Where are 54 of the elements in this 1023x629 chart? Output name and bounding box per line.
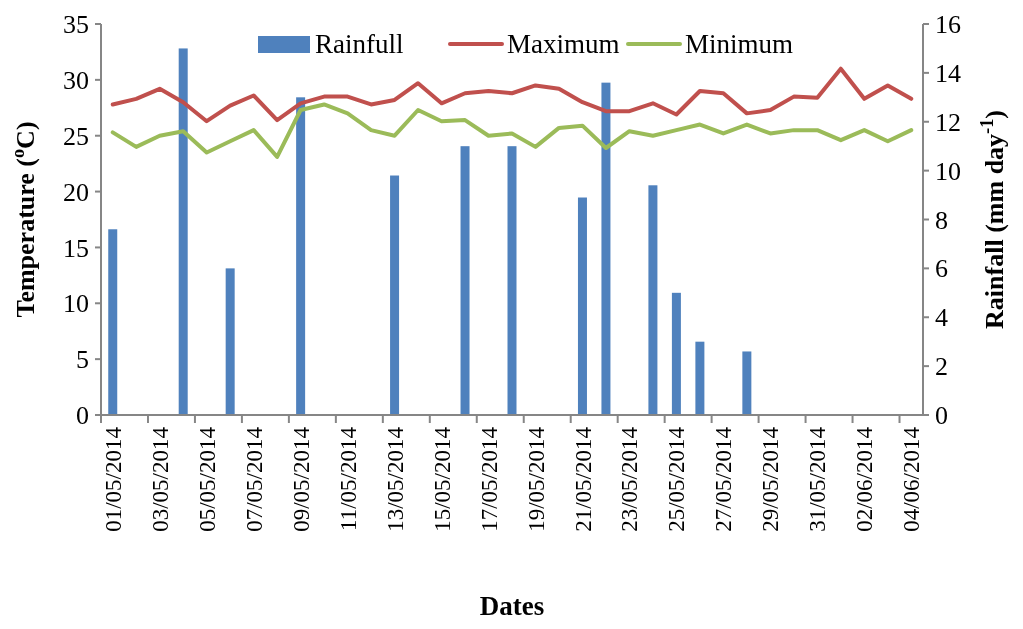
line-series	[110, 66, 914, 124]
x-tick-label: 13/05/2014	[382, 426, 408, 532]
y2-tick-label: 16	[935, 10, 961, 40]
x-tick-label: 09/05/2014	[288, 426, 314, 532]
x-tick-label: 01/05/2014	[100, 426, 126, 532]
bar	[671, 292, 681, 415]
y-tick-label: 15	[63, 233, 89, 263]
x-tick-label: 27/05/2014	[711, 426, 737, 532]
x-tick-label: 29/05/2014	[758, 426, 784, 532]
legend-label: Maximum	[507, 29, 620, 59]
x-tick-label: 02/06/2014	[852, 426, 878, 532]
x-tick-label: 03/05/2014	[147, 426, 173, 532]
bar	[460, 146, 470, 415]
bar	[178, 48, 188, 415]
x-axis-title: Dates	[479, 591, 545, 621]
y2-tick-label: 8	[935, 205, 948, 235]
legend-label: Minimum	[685, 29, 794, 59]
x-tick-label: 15/05/2014	[429, 426, 455, 532]
y2-tick-label: 2	[935, 352, 948, 382]
y-tick-label: 5	[76, 345, 89, 375]
bar	[507, 146, 517, 415]
x-tick-label: 04/06/2014	[899, 426, 925, 532]
bar	[577, 197, 587, 415]
bar	[648, 185, 658, 415]
y-tick-label: 25	[63, 121, 89, 151]
x-tick-label: 19/05/2014	[523, 426, 549, 532]
x-tick-label: 17/05/2014	[476, 426, 502, 532]
legend-label: Rainfull	[315, 29, 404, 59]
bar	[296, 97, 306, 415]
y-tick-label: 10	[63, 289, 89, 319]
x-tick-label: 25/05/2014	[664, 426, 690, 532]
x-tick-label: 05/05/2014	[194, 426, 220, 532]
y2-tick-label: 4	[935, 303, 948, 333]
y2-tick-label: 14	[935, 58, 961, 88]
bar	[225, 268, 235, 415]
y-tick-label: 35	[63, 10, 89, 40]
y2-tick-label: 6	[935, 254, 948, 284]
bar	[742, 351, 752, 415]
line-series	[110, 102, 914, 159]
y-tick-label: 30	[63, 65, 89, 95]
x-tick-label: 07/05/2014	[241, 426, 267, 532]
y2-tick-label: 10	[935, 156, 961, 186]
y-tick-label: 0	[76, 401, 89, 431]
bar	[390, 175, 400, 415]
x-tick-label: 21/05/2014	[570, 426, 596, 532]
y2-tick-label: 0	[935, 401, 948, 431]
bar	[108, 229, 118, 415]
x-tick-label: 31/05/2014	[805, 426, 831, 532]
x-tick-label: 11/05/2014	[335, 426, 361, 531]
x-tick-label: 23/05/2014	[617, 426, 643, 532]
bar	[601, 82, 611, 415]
y-tick-label: 20	[63, 177, 89, 207]
y2-tick-label: 12	[935, 107, 961, 137]
bar	[695, 341, 705, 415]
